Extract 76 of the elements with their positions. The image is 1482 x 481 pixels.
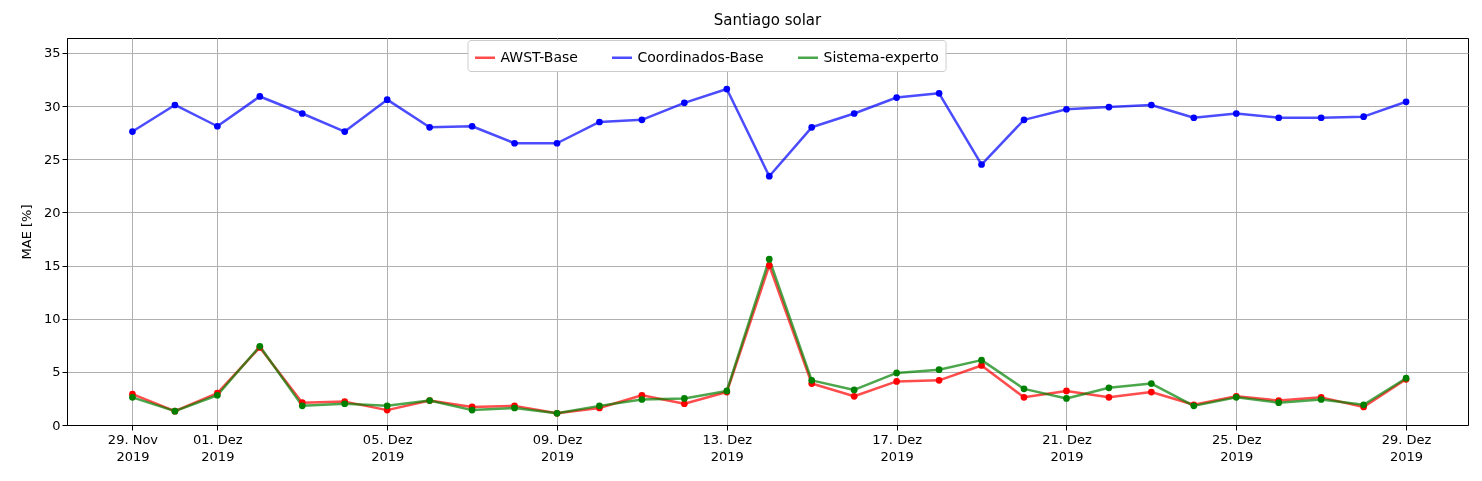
point (723, 85, 731, 93)
point (1402, 98, 1410, 106)
point (765, 262, 773, 269)
point (1148, 380, 1155, 387)
point (1105, 103, 1113, 111)
point (171, 101, 179, 109)
point (1148, 388, 1155, 396)
point (1360, 113, 1367, 121)
point (214, 122, 221, 130)
chart-title: Santiago solar (713, 11, 823, 29)
point (638, 116, 646, 124)
y-tick-label: 25 (43, 151, 61, 167)
point (553, 139, 561, 147)
point (978, 161, 985, 168)
x-tick-label: 17. Dez 2019 (872, 431, 923, 464)
point (1020, 385, 1028, 393)
point (978, 362, 985, 369)
point (1232, 110, 1240, 117)
point (511, 139, 518, 147)
y-axis-title: MAE [%] (18, 204, 34, 260)
point (935, 377, 943, 384)
point (893, 369, 900, 377)
point (681, 395, 688, 402)
point (808, 123, 816, 131)
point (765, 172, 773, 180)
point (1063, 105, 1070, 113)
x-tick-label: 29. Nov 2019 (107, 431, 159, 464)
x-tick-label: 01. Dez 2019 (193, 431, 243, 464)
y-tick-label: 0 (52, 417, 61, 433)
point (978, 356, 985, 364)
point (383, 96, 391, 104)
point (1317, 114, 1325, 122)
point (129, 394, 136, 401)
y-tick-label: 20 (43, 204, 61, 220)
point (129, 128, 136, 135)
point (850, 392, 858, 400)
point (1020, 394, 1028, 401)
point (1063, 395, 1070, 402)
point (935, 89, 943, 97)
point (1148, 101, 1155, 109)
point (596, 118, 603, 126)
y-tick-label: 30 (43, 98, 61, 114)
point (468, 122, 476, 130)
point (383, 402, 391, 410)
point (893, 94, 900, 101)
point (298, 402, 306, 410)
y-tick-label: 35 (43, 45, 61, 61)
point (426, 123, 433, 131)
point (1063, 387, 1070, 395)
x-tick-label: 29. Dez 2019 (1381, 431, 1432, 464)
legend-label: Sistema-experto (823, 48, 939, 65)
x-tick-label: 13. Dez 2019 (702, 431, 753, 464)
legend-label: Coordinados-Base (637, 48, 764, 65)
point (681, 99, 688, 107)
x-tick-label: 05. Dez 2019 (362, 431, 413, 464)
point (298, 110, 306, 117)
point (1275, 114, 1283, 122)
y-tick-label: 15 (43, 258, 61, 274)
point (850, 386, 858, 394)
x-tick-label: 25. Dez 2019 (1211, 431, 1262, 464)
point (1105, 394, 1113, 401)
point (765, 255, 773, 263)
point (1020, 116, 1028, 124)
y-tick-label: 5 (52, 364, 61, 380)
y-tick-label: 10 (43, 311, 61, 327)
point (638, 396, 646, 403)
legend-label: AWST-Base (500, 48, 578, 65)
point (1105, 384, 1113, 392)
point (341, 128, 349, 135)
point (850, 110, 858, 117)
x-tick-label: 09. Dez 2019 (532, 431, 583, 464)
x-tick-label: 21. Dez 2019 (1042, 431, 1092, 464)
point (1190, 114, 1198, 122)
point (256, 93, 264, 100)
point (893, 378, 900, 385)
point (935, 366, 943, 374)
